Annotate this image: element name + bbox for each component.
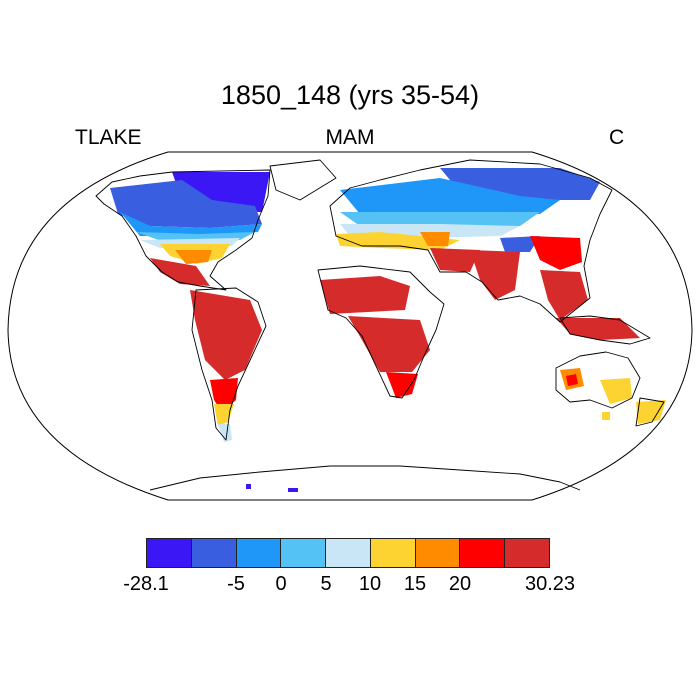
region-australia-interior [566,374,578,386]
region-india [470,250,520,300]
region-caspian-warm [420,232,450,246]
region-mexico [150,258,210,286]
colorbar-swatch-2 [236,539,282,567]
region-middle-east [430,248,480,272]
coast-south-america [191,287,267,441]
map-title: 1850_148 (yrs 35-54) [220,80,480,110]
colorbar-label: -28.1 [123,573,169,595]
coast-eurasia [329,159,613,323]
colorbar-swatch-0 [147,539,192,567]
region-africa-north [320,276,410,314]
region-australia-east [600,378,632,404]
region-amazon [190,290,262,380]
colorbar [146,538,550,568]
region-antarctic-lake-1 [246,484,251,489]
region-patagonia [214,404,234,426]
coast-north-america [95,169,271,291]
colorbar-label: 30.23 [524,573,576,595]
coast-indonesia [559,315,651,345]
region-indonesia [556,318,640,340]
region-africa-central [348,316,430,372]
colorbar-swatch-5 [370,539,416,567]
region-northern-eurasia [340,178,560,216]
colorbar-label: 20 [448,573,472,595]
temperature-field [110,168,666,492]
colorbar-label: -5 [227,573,245,595]
colorbar-label: 15 [403,573,427,595]
colorbar-swatch-3 [281,539,327,567]
colorbar-label: 10 [358,573,382,595]
region-china [530,236,582,270]
region-antarctic-lake-2 [288,488,298,492]
region-tierra [218,424,232,442]
region-new-zealand [636,400,666,424]
region-africa-south [386,372,418,398]
units-label: C [609,126,625,149]
variable-label: TLAKE [75,126,142,149]
region-tibet [500,236,540,252]
region-se-asia [540,270,588,320]
region-eurasia-mid [340,212,540,226]
colorbar-swatch-4 [326,539,371,567]
colorbar-swatch-7 [460,539,506,567]
region-canada [110,180,262,228]
colorbar-label: 5 [320,573,332,595]
colorbar-swatch-8 [505,539,550,567]
coast-greenland [269,159,337,201]
region-southern-sa [210,378,238,412]
coast-africa [317,265,445,399]
region-gulf [175,250,212,264]
season-label: MAM [325,126,375,149]
coast-australia [555,351,641,409]
coastlines [95,159,665,491]
region-northern-us [120,212,262,236]
map-boundary [7,151,693,501]
colorbar-swatch-6 [415,539,461,567]
coast-antarctica [149,465,581,491]
region-tasmania [602,412,610,420]
colorbar-swatch-1 [191,539,237,567]
coast-new-zealand [635,397,665,427]
colorbar-label: 0 [275,573,287,595]
